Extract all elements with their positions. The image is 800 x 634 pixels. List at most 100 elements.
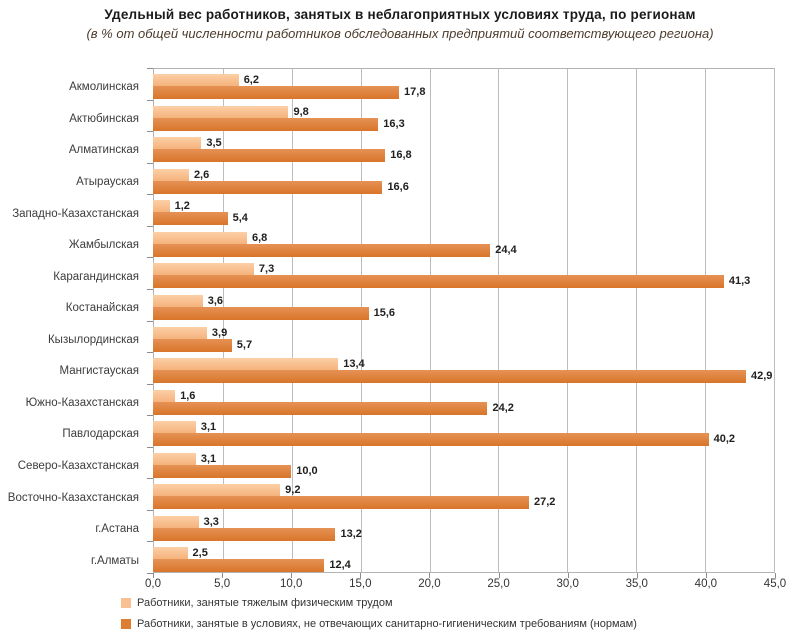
chart-row: 2,6 16,6 [153, 163, 775, 195]
bar-value-label: 3,9 [211, 326, 228, 339]
x-axis-tick [498, 573, 500, 578]
bar-sanitary-conditions: 13,2 [153, 527, 362, 541]
y-axis-tick [147, 99, 153, 101]
y-axis-tick [147, 162, 153, 164]
bar-sanitary-conditions: 24,4 [153, 243, 517, 257]
y-axis-label: Кызылординская [47, 333, 139, 346]
bar-sanitary-conditions: 12,4 [153, 559, 351, 573]
gridline [567, 69, 569, 572]
y-axis-label: Западно-Казахстанская [12, 207, 139, 220]
bar-value-label: 17,8 [404, 86, 426, 98]
x-axis-label: 25,0 [487, 578, 510, 590]
bar-value-label: 42,9 [750, 370, 773, 383]
bar-sanitary-conditions: 41,3 [153, 275, 750, 289]
gridline [636, 69, 638, 572]
gridline [360, 69, 362, 572]
y-axis-label: Мангистауская [59, 365, 139, 378]
bar-heavy-labor: 3,6 [153, 294, 223, 307]
bar-heavy-labor: 3,3 [153, 515, 219, 528]
y-axis-labels: Акмолинская Актюбинская Алматинская Атыраус… [0, 68, 146, 573]
legend-item: Работники, занятые тяжелым физическим тр… [121, 592, 637, 613]
bar-value-label: 7,3 [258, 263, 275, 276]
bar-value-label: 16,3 [383, 117, 405, 130]
bar-value-label: 3,1 [200, 421, 217, 434]
y-axis-label: Карагандинская [53, 270, 139, 283]
bar-sanitary-conditions: 5,4 [153, 212, 248, 226]
x-axis-label: 40,0 [694, 578, 718, 590]
chart-row: 1,2 5,4 [153, 194, 775, 226]
y-axis-label: Костанайская [65, 302, 139, 315]
chart-row: 3,3 13,2 [153, 510, 775, 542]
gridline [222, 69, 224, 572]
y-axis-tick [147, 257, 153, 259]
bar-value-label: 2,5 [192, 547, 208, 560]
bar-value-label: 3,6 [207, 294, 224, 307]
bar-value-label: 5,4 [232, 212, 248, 225]
y-axis-tick [147, 541, 153, 543]
bar-value-label: 41,3 [728, 275, 751, 288]
y-axis-label: Атырауская [76, 175, 139, 188]
bar-heavy-labor: 9,2 [153, 484, 300, 497]
y-axis-tick [147, 509, 153, 511]
bar-heavy-labor: 1,2 [153, 200, 190, 213]
y-axis-label: Павлодарская [62, 428, 139, 441]
y-axis-tick [147, 352, 153, 354]
bar-sanitary-conditions: 24,2 [153, 401, 514, 415]
chart-row: 3,5 16,8 [153, 131, 775, 163]
bar-heavy-labor: 6,2 [153, 74, 259, 86]
x-axis-tick [636, 573, 638, 578]
x-axis-tick [705, 573, 707, 578]
bar-sanitary-conditions: 16,3 [153, 117, 405, 131]
x-axis-label: 35,0 [625, 578, 648, 590]
y-axis-label: г.Астана [95, 523, 139, 536]
bar-value-label: 12,4 [329, 559, 351, 572]
bar-heavy-labor: 3,5 [153, 137, 222, 150]
gridline [429, 69, 431, 572]
bar-value-label: 3,1 [200, 452, 217, 465]
legend-swatch [121, 597, 131, 608]
legend-item: Работники, занятые в условиях, не отвеча… [121, 613, 637, 634]
chart-row: 3,6 15,6 [153, 289, 775, 321]
y-axis-tick [147, 446, 153, 448]
bar-value-label: 16,6 [387, 180, 409, 193]
bar-value-label: 24,2 [492, 401, 514, 414]
bar-value-label: 15,6 [373, 306, 396, 319]
y-axis-tick [147, 68, 153, 69]
bar-sanitary-conditions: 16,6 [153, 180, 409, 194]
chart-row: 3,1 10,0 [153, 447, 775, 479]
x-axis-label: 10,0 [280, 578, 303, 590]
x-axis-label: 5,0 [214, 578, 231, 590]
bar-sanitary-conditions: 5,7 [153, 338, 252, 352]
bar-value-label: 6,2 [243, 74, 259, 86]
bar-heavy-labor: 3,9 [153, 326, 227, 339]
chart-row: 1,6 24,2 [153, 384, 775, 416]
bar-sanitary-conditions: 27,2 [153, 496, 555, 510]
y-axis-tick [147, 131, 153, 133]
bar-value-label: 10,0 [296, 464, 318, 477]
y-axis-label: Южно-Казахстанская [25, 396, 139, 409]
y-axis-tick [147, 320, 153, 322]
bar-value-label: 5,7 [236, 338, 253, 351]
y-axis-label: Актюбинская [69, 112, 139, 125]
x-axis-tick [360, 573, 362, 578]
gridline [705, 69, 707, 572]
legend-label: Работники, занятые в условиях, не отвеча… [137, 617, 637, 630]
chart-row: 6,2 17,8 [153, 68, 775, 100]
y-axis-tick [147, 194, 153, 196]
bar-rows: 6,2 17,8 9,8 16,3 3,5 16,8 2,6 16,6 1,2 5,4 6,8 24,… [153, 68, 775, 573]
bar-sanitary-conditions: 16,8 [153, 149, 412, 163]
bar-value-label: 16,8 [390, 149, 412, 162]
y-axis-label: Северо-Казахстанская [17, 460, 139, 473]
bar-heavy-labor: 6,8 [153, 231, 267, 244]
bar-value-label: 2,6 [193, 168, 210, 181]
bar-value-label: 3,5 [206, 137, 222, 150]
chart-row: 7,3 41,3 [153, 257, 775, 289]
legend-swatch [121, 618, 131, 629]
chart-row: 9,2 27,2 [153, 478, 775, 510]
y-axis-label: Акмолинская [69, 81, 139, 94]
x-axis-label: 30,0 [556, 578, 579, 590]
bar-sanitary-conditions: 15,6 [153, 306, 395, 320]
x-axis-tick [775, 573, 776, 578]
y-axis-label: Восточно-Казахстанская [7, 491, 139, 504]
bar-heavy-labor: 3,1 [153, 452, 216, 465]
